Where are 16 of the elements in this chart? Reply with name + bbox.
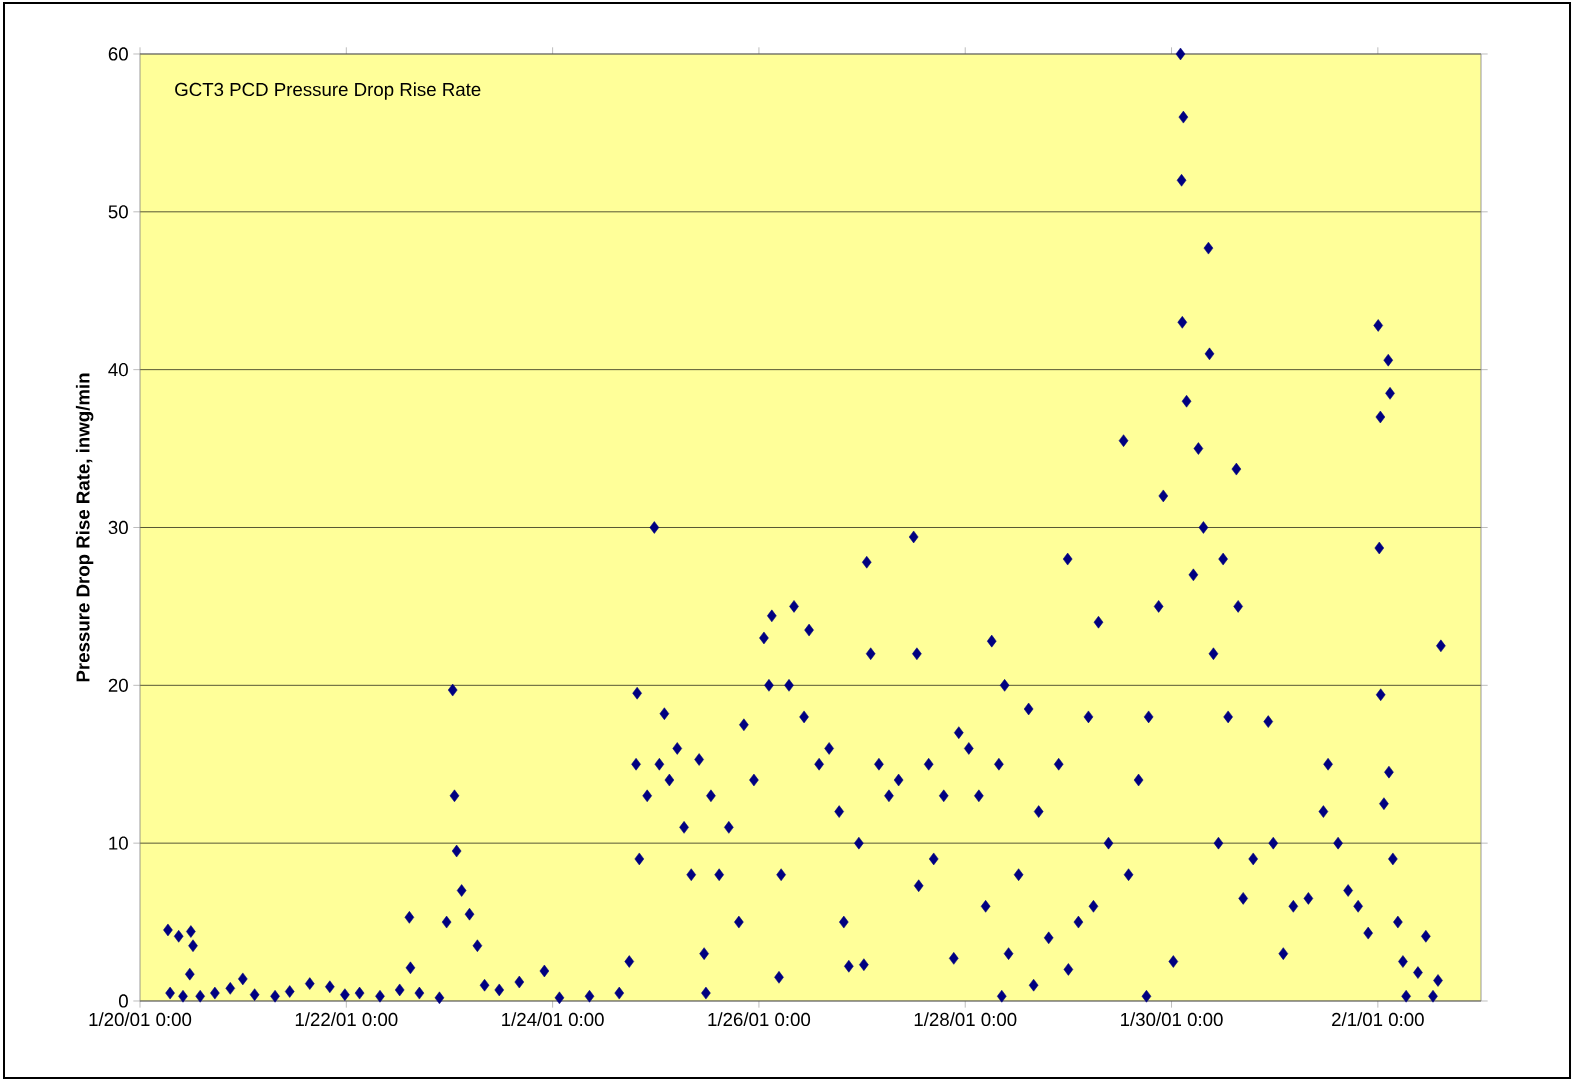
- y-axis-title: Pressure Drop Rise Rate, inwg/min: [75, 373, 94, 682]
- y-tick-label: 10: [109, 836, 128, 850]
- x-tick-label: 1/24/01 0:00: [502, 1012, 604, 1027]
- y-tick-label: 40: [108, 363, 128, 377]
- x-tick-label: 1/28/01 0:00: [914, 1012, 1017, 1027]
- y-tick-label: 30: [108, 520, 128, 535]
- y-tick-label: 20: [108, 678, 128, 692]
- y-tick-label: 0: [118, 994, 128, 1008]
- y-tick-label: 60: [108, 47, 128, 61]
- x-tick-label: 1/26/01 0:00: [708, 1012, 811, 1027]
- text: GCT3 PCD Pressure Drop Rise Rate: [175, 82, 481, 100]
- x-tick-label: 2/1/01 0:00: [1332, 1012, 1424, 1027]
- x-tick-label: 1/30/01 0:00: [1121, 1012, 1223, 1027]
- y-tick-label: 50: [108, 205, 128, 219]
- x-tick-label: 1/20/01 0:00: [89, 1012, 192, 1027]
- x-tick-label: 1/22/01 0:00: [295, 1012, 398, 1027]
